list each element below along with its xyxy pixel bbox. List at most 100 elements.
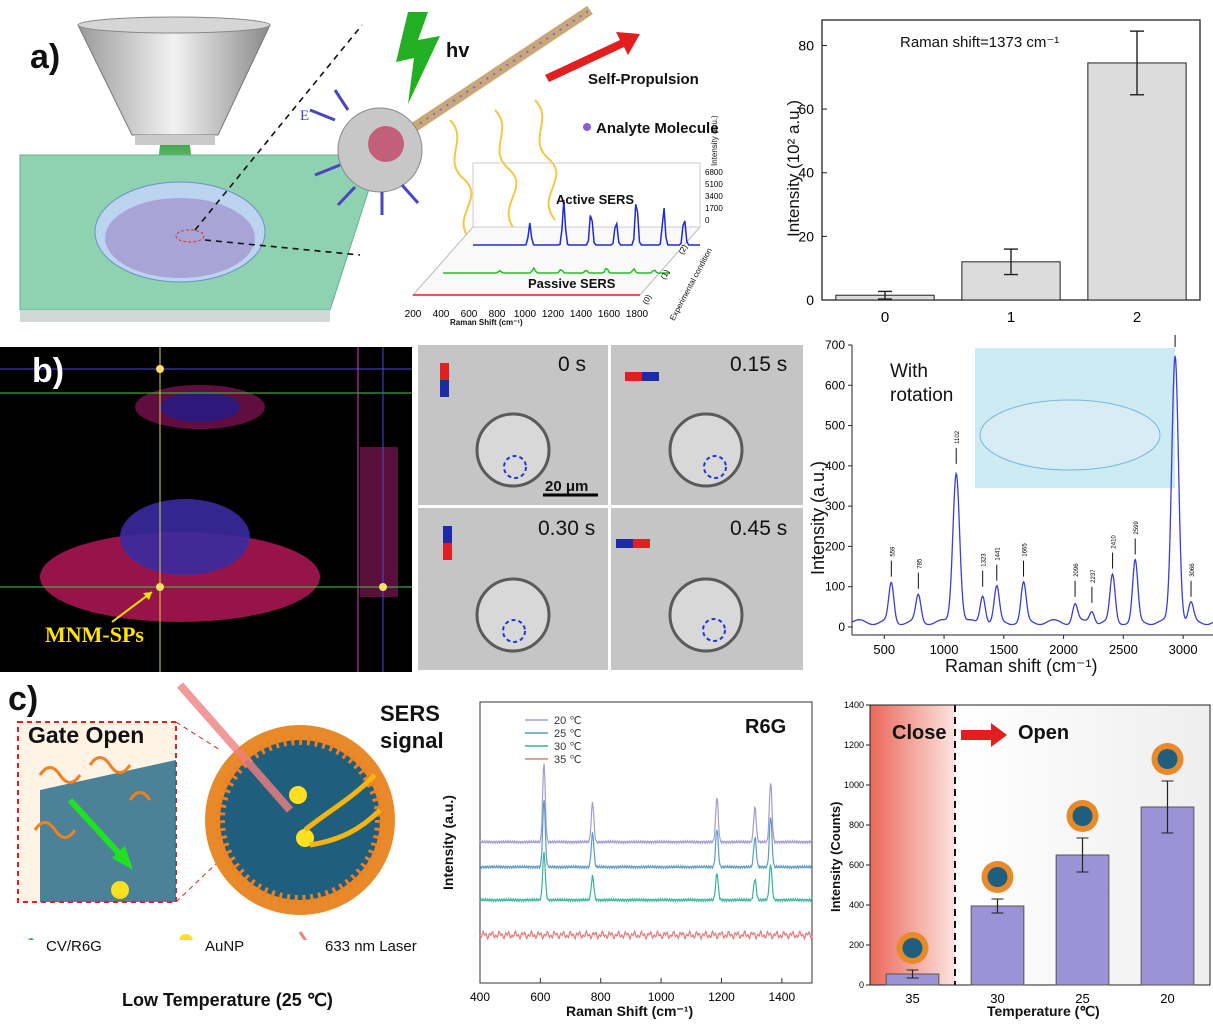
close-label: Close bbox=[892, 722, 947, 744]
frame-time-0: 0 s bbox=[558, 353, 587, 376]
chart-c-bar-xlabel: Temperature (℃) bbox=[987, 1003, 1100, 1019]
chart-c-bar: 0 200 400 600 800 1000 1200 1400 35 30 25 20 bbox=[844, 700, 1211, 1006]
chart-b-xtick: 500 bbox=[873, 642, 895, 657]
inset-ztick: (1) bbox=[659, 268, 672, 281]
chart-b-ytick: 500 bbox=[825, 419, 845, 433]
chart-b-peak-label: 2237 bbox=[1091, 569, 1097, 583]
chart-c-legend-label: 20 ℃ bbox=[554, 715, 582, 727]
legend-cv: CV/R6G bbox=[46, 938, 102, 955]
inset-xtick: 1600 bbox=[598, 309, 621, 320]
inset-xtick: 1000 bbox=[514, 309, 537, 320]
chart-b-peak-label: 559 bbox=[890, 546, 896, 557]
chart-c-bar-xtick: 20 bbox=[1160, 991, 1174, 1006]
janus-particle-schematic bbox=[309, 5, 640, 241]
self-propulsion-label: Self-Propulsion bbox=[588, 71, 699, 88]
dashed-arrow-right bbox=[204, 239, 361, 256]
chart-c-spectra-xlabel: Raman Shift (cm⁻¹) bbox=[566, 1003, 694, 1019]
inset-sers-chart: 200 400 600 800 1000 1200 1400 1600 1800 6800 510… bbox=[405, 162, 723, 320]
chart-b-peak-label: 1665 bbox=[1023, 543, 1029, 557]
frame-time-2: 0.30 s bbox=[538, 517, 596, 540]
red-arrow-icon bbox=[545, 32, 640, 82]
inset-ztick: (2) bbox=[677, 243, 690, 256]
dashed-arrow-up bbox=[194, 24, 363, 231]
inset-series-1 bbox=[443, 266, 670, 274]
inset-ylabel: Intensity (a.u.) bbox=[710, 115, 719, 166]
chart-b-peak-label: 2410 bbox=[1112, 535, 1118, 549]
chart-c-bar-ytick: 800 bbox=[849, 820, 864, 830]
passive-sers-label: Passive SERS bbox=[528, 276, 616, 291]
inset-xtick: 200 bbox=[405, 309, 422, 320]
chart-c-bar-xtick: 25 bbox=[1075, 991, 1089, 1006]
chart-c-spectra-ylabel: Intensity (a.u.) bbox=[440, 795, 456, 890]
chart-c-xtick: 800 bbox=[591, 990, 611, 1004]
with-rotation-label: With rotation bbox=[890, 361, 954, 406]
chart-b-ytick: 200 bbox=[825, 539, 845, 553]
mnm-label: MNM-SPs bbox=[45, 622, 144, 647]
microscopy-frames: 0 s 0.15 s 0.30 s 0.45 s 20 μm bbox=[418, 345, 803, 670]
chart-c-legend-label: 30 ℃ bbox=[554, 741, 582, 753]
legend-aunp: AuNP bbox=[205, 938, 245, 955]
chart-c-series-2 bbox=[479, 851, 813, 903]
open-label: Open bbox=[1018, 722, 1070, 744]
chart-b-spectrum: 0 100 200 300 400 500 600 700 500 1000 1500 2000 250… bbox=[825, 335, 1213, 657]
chart-a-bar-2 bbox=[1087, 62, 1187, 301]
inset-ytick: 5100 bbox=[705, 180, 723, 189]
microscope-schematic bbox=[19, 16, 381, 322]
chart-c-xtick: 1000 bbox=[648, 990, 675, 1004]
chart-a-xtick: 0 bbox=[881, 309, 889, 326]
active-sers-label: Active SERS bbox=[556, 192, 635, 207]
chart-c-bar-ytick: 0 bbox=[859, 980, 864, 990]
spectrum-line bbox=[851, 355, 1213, 626]
chart-b-peak-label: 2096 bbox=[1074, 563, 1080, 577]
chart-c-xtick: 1400 bbox=[768, 990, 795, 1004]
chart-c-bar-ytick: 600 bbox=[849, 860, 864, 870]
inset-xtick: 1200 bbox=[542, 309, 565, 320]
chart-c-spectra: 400 600 800 1000 1200 1400 20 ℃25 ℃30 ℃35 ℃ bbox=[470, 701, 813, 1004]
inset-series-2 bbox=[473, 199, 700, 246]
chart-c-xtick: 600 bbox=[530, 990, 550, 1004]
panel-label-a: a) bbox=[30, 38, 61, 76]
chart-b-ytick: 600 bbox=[825, 378, 845, 392]
inset-xtick: 600 bbox=[461, 309, 478, 320]
inset-ztick: (0) bbox=[641, 293, 654, 306]
chart-c-bar-xtick: 30 bbox=[990, 991, 1004, 1006]
nanoparticle-schematic bbox=[17, 682, 395, 940]
chart-a-ytick: 60 bbox=[798, 101, 814, 117]
chart-c-bar-ytick: 1000 bbox=[844, 780, 864, 790]
frame-time-1: 0.15 s bbox=[730, 353, 788, 376]
chart-b-ytick: 700 bbox=[825, 338, 845, 352]
inset-xtick: 400 bbox=[433, 309, 450, 320]
chart-c-series-3 bbox=[479, 929, 813, 941]
hv-label: hv bbox=[446, 40, 470, 62]
chart-b-ytick: 300 bbox=[825, 499, 845, 513]
inset-xtick: 1800 bbox=[626, 309, 649, 320]
chart-a-ytick: 80 bbox=[798, 37, 814, 53]
chart-b-xtick: 2500 bbox=[1109, 642, 1138, 657]
analyte-dot-icon bbox=[583, 123, 591, 131]
gate-open-label: Gate Open bbox=[28, 722, 145, 748]
chart-c-bar-ytick: 1200 bbox=[844, 740, 864, 750]
chart-b-peak-label: 1441 bbox=[996, 547, 1002, 561]
low-temp-caption: Low Temperature (25 ℃) bbox=[122, 990, 333, 1010]
chart-c-bar-ytick: 400 bbox=[849, 900, 864, 910]
chart-b-ytick: 400 bbox=[825, 459, 845, 473]
green-arrow bbox=[67, 797, 128, 863]
inset-xtick: 1400 bbox=[570, 309, 593, 320]
chart-b-peak-label: 3066 bbox=[1190, 563, 1196, 577]
chart-c-xtick: 400 bbox=[470, 990, 490, 1004]
chart-c-xtick: 1200 bbox=[708, 990, 735, 1004]
inset-ytick: 0 bbox=[705, 216, 710, 225]
inset-xlabel: Raman Shift (cm⁻¹) bbox=[450, 318, 523, 327]
inset-ytick: 6800 bbox=[705, 168, 723, 177]
frame-time-3: 0.45 s bbox=[730, 517, 788, 540]
panel-label-c: c) bbox=[8, 680, 39, 718]
chart-c-bar-30 bbox=[970, 905, 1025, 986]
legend-laser: 633 nm Laser bbox=[325, 938, 417, 955]
chart-c-series-0 bbox=[479, 763, 813, 845]
scalebar-label: 20 μm bbox=[545, 478, 589, 495]
e-label: E bbox=[300, 108, 310, 124]
confocal-image bbox=[0, 347, 412, 672]
chart-a-bar-title: Raman shift=1373 cm⁻¹ bbox=[900, 34, 1060, 51]
sers-signal-label: SERS signal bbox=[380, 701, 444, 753]
chart-b-peak-label: 1323 bbox=[982, 553, 988, 567]
